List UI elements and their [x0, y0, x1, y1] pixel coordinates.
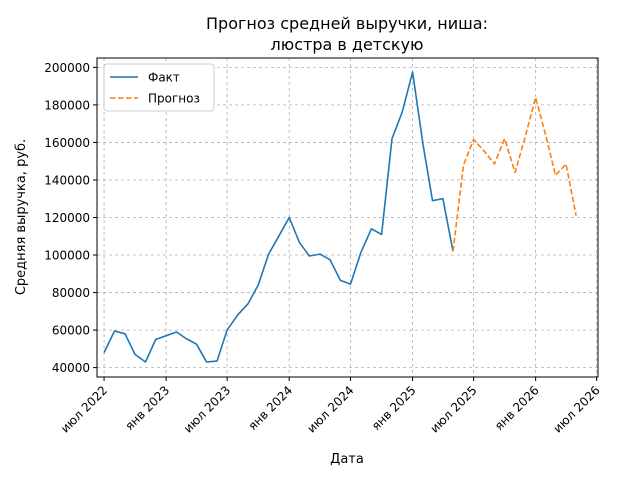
- legend-box: [103, 63, 215, 112]
- chart-title-line-1: Прогноз средней выручки, ниша:: [206, 14, 488, 33]
- x-tick-label: июл 2024: [304, 383, 356, 435]
- legend-label-1: Прогноз: [148, 92, 200, 106]
- series-layer: [103, 71, 577, 363]
- x-tick-label: июл 2022: [58, 383, 110, 435]
- x-tick-label: янв 2026: [492, 383, 542, 433]
- y-tick-label: 180000: [44, 98, 90, 112]
- x-tick-label: июл 2026: [550, 383, 602, 435]
- series-line-1: [452, 96, 577, 252]
- y-tick-label: 80000: [52, 286, 90, 300]
- x-tick-label: янв 2023: [122, 383, 172, 433]
- legend-label-0: Факт: [148, 71, 180, 85]
- y-tick-label: 100000: [44, 249, 90, 263]
- x-axis-label: Дата: [330, 452, 364, 467]
- y-tick-label: 200000: [44, 61, 90, 75]
- chart-title-line-2: люстра в детскую: [271, 35, 424, 54]
- grid-layer: [97, 58, 598, 377]
- y-tick-label: 140000: [44, 173, 90, 187]
- y-ticks: 40000 60000 80000 100000 120000 140000 160000 1…: [44, 61, 97, 375]
- x-tick-label: янв 2025: [369, 383, 419, 433]
- x-tick-label: янв 2024: [245, 383, 295, 433]
- y-tick-label: 40000: [52, 361, 90, 375]
- x-ticks: июл 2022 янв 2023 июл 2023 янв 2024 июл 2024…: [58, 377, 603, 436]
- legend: Факт Прогноз: [103, 63, 215, 112]
- x-tick-label: июл 2023: [181, 383, 233, 435]
- y-tick-label: 60000: [52, 324, 90, 338]
- series-line-0: [103, 71, 454, 363]
- y-tick-label: 160000: [44, 136, 90, 150]
- x-tick-label: июл 2025: [427, 383, 479, 435]
- y-tick-label: 120000: [44, 211, 90, 225]
- y-axis-label: Средняя выручка, руб.: [14, 139, 29, 295]
